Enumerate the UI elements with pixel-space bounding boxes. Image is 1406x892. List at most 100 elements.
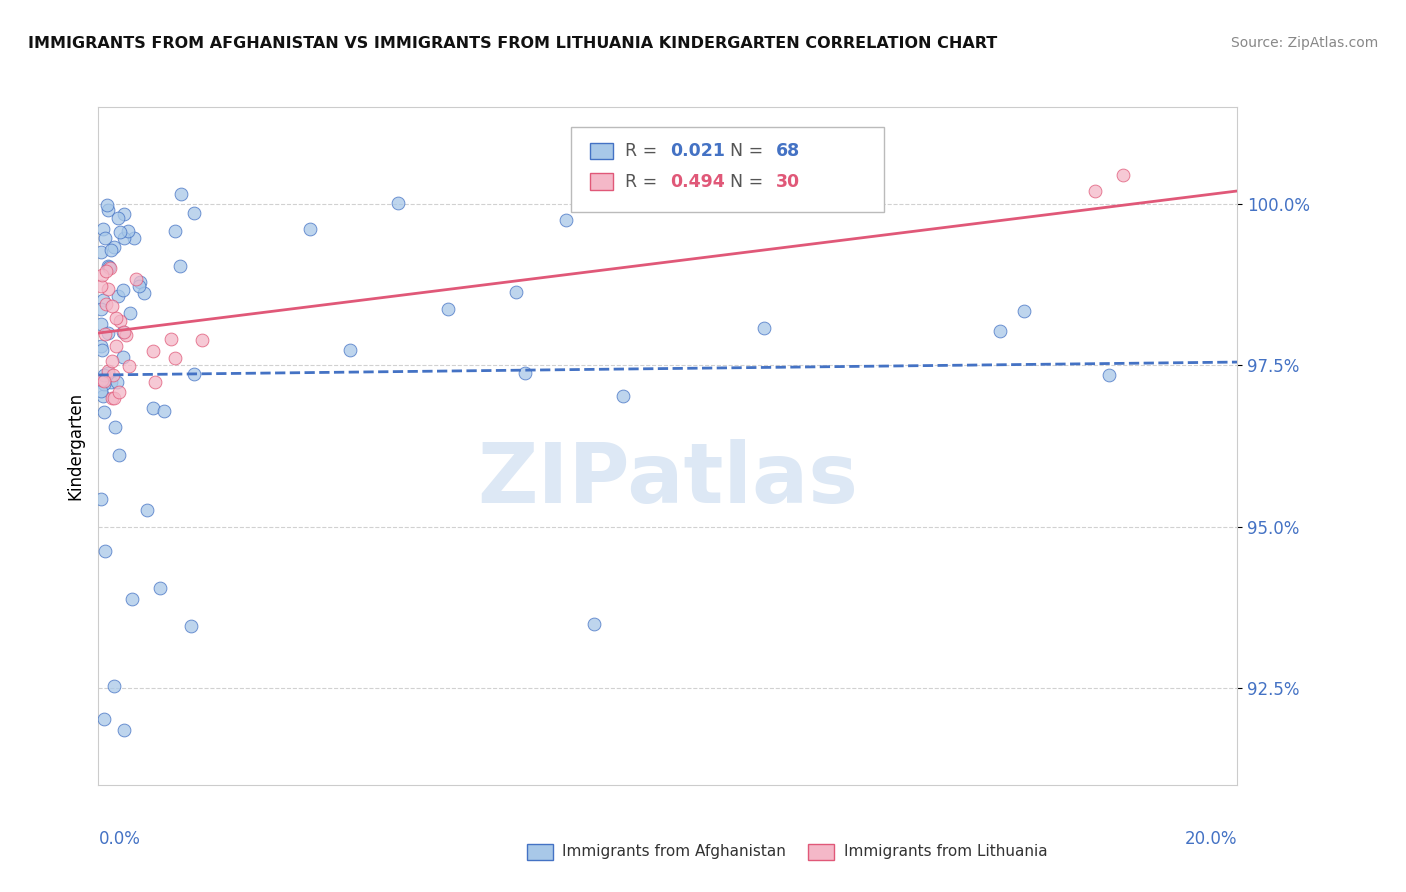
- Point: [136, 502, 159, 516]
- Point: [118, 306, 141, 320]
- Point: [107, 288, 129, 302]
- Point: [94, 327, 117, 342]
- Point: [339, 343, 361, 358]
- FancyBboxPatch shape: [571, 128, 884, 212]
- Point: [180, 619, 202, 633]
- Point: [90, 317, 112, 331]
- Point: [112, 350, 135, 364]
- Point: [121, 592, 143, 607]
- Text: N =: N =: [731, 142, 769, 160]
- Point: [101, 368, 124, 382]
- Point: [988, 324, 1011, 338]
- Point: [93, 377, 115, 392]
- Point: [93, 712, 115, 726]
- Point: [93, 368, 115, 383]
- Point: [387, 195, 409, 210]
- Point: [169, 259, 191, 273]
- Point: [153, 404, 176, 418]
- Text: Source: ZipAtlas.com: Source: ZipAtlas.com: [1230, 36, 1378, 50]
- Point: [1014, 304, 1036, 318]
- Point: [160, 332, 183, 346]
- Point: [100, 391, 122, 405]
- Text: 30: 30: [776, 173, 800, 191]
- Point: [612, 389, 634, 403]
- Point: [103, 391, 125, 405]
- Point: [299, 221, 322, 235]
- Point: [91, 222, 114, 236]
- Point: [583, 617, 606, 632]
- Point: [91, 389, 114, 403]
- Point: [97, 260, 120, 274]
- Bar: [591, 173, 613, 190]
- Text: ZIPatlas: ZIPatlas: [478, 440, 858, 520]
- Point: [97, 326, 120, 341]
- Point: [91, 373, 114, 387]
- Point: [505, 285, 527, 299]
- Point: [436, 302, 458, 317]
- Point: [90, 244, 112, 259]
- Point: [93, 231, 115, 245]
- Point: [93, 374, 115, 388]
- Point: [100, 354, 122, 368]
- Point: [132, 285, 155, 300]
- Text: N =: N =: [731, 173, 769, 191]
- Point: [170, 186, 193, 201]
- Point: [118, 359, 141, 373]
- Point: [149, 581, 172, 595]
- Point: [183, 206, 205, 220]
- Point: [110, 314, 132, 328]
- Point: [94, 544, 117, 558]
- Point: [112, 207, 135, 221]
- Point: [1098, 368, 1121, 382]
- Point: [112, 325, 135, 339]
- Point: [90, 339, 112, 353]
- Point: [114, 328, 136, 343]
- Point: [96, 364, 118, 378]
- Point: [90, 279, 112, 293]
- Point: [105, 339, 128, 353]
- Point: [1112, 168, 1135, 182]
- Text: R =: R =: [624, 173, 662, 191]
- Point: [93, 405, 115, 419]
- Point: [91, 293, 114, 307]
- Point: [98, 261, 121, 276]
- Point: [143, 375, 166, 389]
- Point: [515, 366, 537, 380]
- Point: [183, 367, 205, 381]
- Point: [103, 240, 125, 254]
- Point: [1084, 184, 1107, 198]
- Point: [101, 299, 124, 313]
- Point: [165, 351, 187, 365]
- Point: [165, 224, 187, 238]
- Point: [94, 264, 117, 278]
- Point: [91, 343, 114, 358]
- Point: [554, 212, 576, 227]
- Point: [104, 419, 127, 434]
- Point: [124, 231, 146, 245]
- Point: [142, 343, 165, 358]
- Point: [117, 224, 139, 238]
- Point: [107, 384, 129, 399]
- Bar: [527, 844, 553, 860]
- Point: [128, 279, 150, 293]
- Text: Immigrants from Afghanistan: Immigrants from Afghanistan: [562, 845, 786, 859]
- Text: R =: R =: [624, 142, 662, 160]
- Point: [108, 225, 131, 239]
- Point: [100, 375, 122, 389]
- Text: Immigrants from Lithuania: Immigrants from Lithuania: [844, 845, 1047, 859]
- Point: [107, 448, 129, 462]
- Point: [107, 211, 129, 225]
- Point: [97, 366, 120, 380]
- Text: 20.0%: 20.0%: [1185, 830, 1237, 847]
- Bar: [808, 844, 834, 860]
- Text: 0.0%: 0.0%: [98, 830, 141, 847]
- Point: [97, 281, 120, 295]
- Text: 0.021: 0.021: [671, 142, 725, 160]
- Point: [90, 302, 112, 317]
- Text: 0.494: 0.494: [671, 173, 725, 191]
- Point: [90, 491, 112, 506]
- Point: [97, 203, 120, 218]
- Point: [97, 259, 120, 273]
- Point: [125, 272, 148, 286]
- Point: [752, 321, 775, 335]
